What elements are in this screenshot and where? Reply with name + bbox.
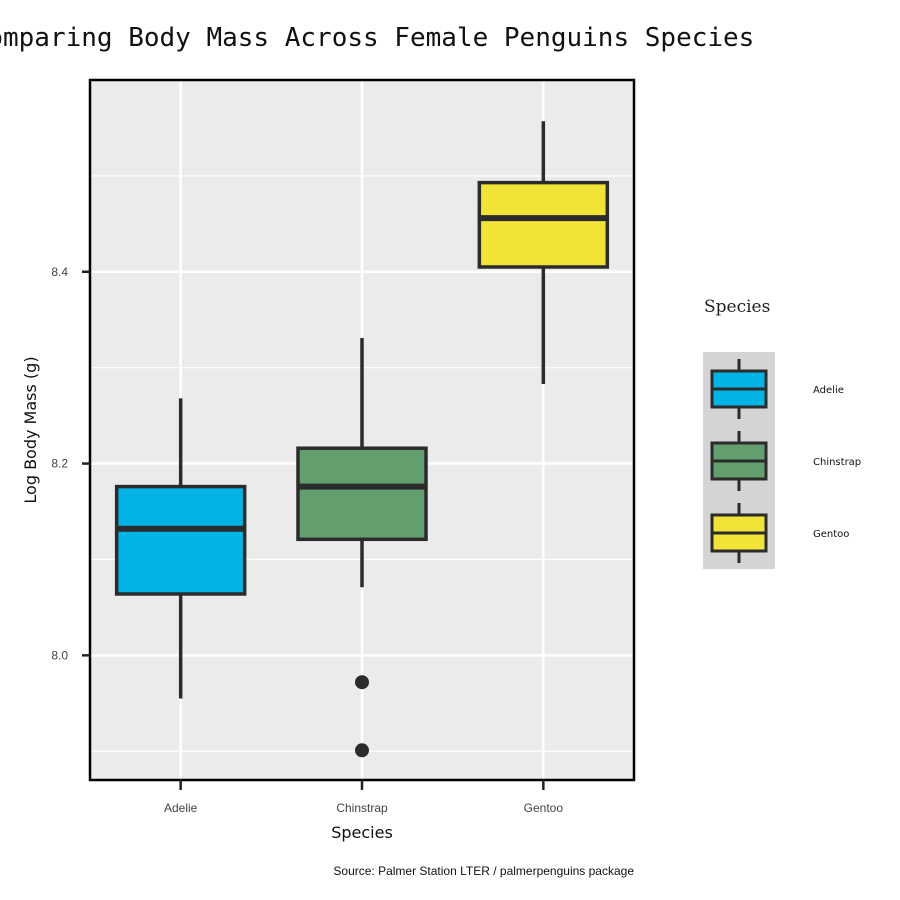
legend-label: Chinstrap (813, 457, 861, 468)
x-tick-label: Gentoo (524, 801, 564, 815)
x-tick-label: Adelie (164, 801, 198, 815)
x-axis-title: Species (331, 823, 393, 842)
box-chinstrap (296, 337, 428, 758)
box-iqr (114, 484, 247, 596)
axes: 8.0 8.2 8.4 Adelie Chinstrap Gentoo (51, 78, 636, 815)
legend-title: Species (704, 297, 770, 317)
y-tick-label: 8.4 (51, 265, 68, 279)
legend: Species Adelie Chinstrap Gentoo (703, 297, 861, 569)
legend-label: Gentoo (813, 529, 849, 540)
box-iqr (477, 180, 610, 269)
outlier-point (355, 743, 369, 758)
box-gentoo (477, 121, 610, 384)
y-tick-label: 8.0 (51, 648, 68, 662)
x-tick-label: Chinstrap (336, 801, 388, 815)
box-adelie (114, 398, 247, 699)
legend-key-gentoo (710, 503, 768, 563)
y-tick-label: 8.2 (51, 457, 68, 471)
chart-title: Comparing Body Mass Across Female Pengui… (0, 23, 754, 53)
legend-key-adelie (710, 359, 768, 419)
y-axis-title: Log Body Mass (g) (21, 356, 40, 503)
outlier-point (355, 675, 369, 690)
legend-key-chinstrap (710, 431, 768, 491)
boxes (114, 121, 610, 758)
legend-label: Adelie (813, 385, 844, 396)
box-iqr (296, 446, 428, 542)
source-caption: Source: Palmer Station LTER / palmerpeng… (333, 864, 634, 878)
